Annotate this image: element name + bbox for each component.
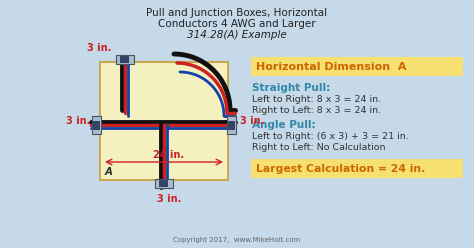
Text: Copyright 2017,  www.MikeHolt.com: Copyright 2017, www.MikeHolt.com [173, 237, 301, 243]
Text: 3 in.: 3 in. [240, 116, 264, 126]
Text: Left to Right: 8 x 3 = 24 in.: Left to Right: 8 x 3 = 24 in. [252, 95, 381, 104]
Bar [227, 116, 236, 134]
Bar [93, 121, 100, 129]
Text: Straight Pull:: Straight Pull: [252, 83, 330, 93]
Bar [116, 55, 134, 64]
Text: 314.28(A) Example: 314.28(A) Example [187, 30, 287, 40]
Text: A: A [105, 167, 113, 177]
Text: Left to Right: (6 x 3) + 3 = 21 in.: Left to Right: (6 x 3) + 3 = 21 in. [252, 132, 409, 141]
Bar [159, 180, 168, 187]
FancyBboxPatch shape [251, 57, 463, 76]
Text: 24 in.: 24 in. [154, 150, 184, 160]
Text: 3 in.: 3 in. [87, 43, 111, 53]
Bar [120, 56, 129, 63]
Text: Angle Pull:: Angle Pull: [252, 120, 316, 130]
Text: 3 in.: 3 in. [65, 116, 90, 126]
Text: Right to Left: 8 x 3 = 24 in.: Right to Left: 8 x 3 = 24 in. [252, 106, 381, 115]
Text: Right to Left: No Calculation: Right to Left: No Calculation [252, 143, 385, 152]
Text: Pull and Junction Boxes, Horizontal: Pull and Junction Boxes, Horizontal [146, 8, 328, 18]
Text: Conductors 4 AWG and Larger: Conductors 4 AWG and Larger [158, 19, 316, 29]
Bar [228, 121, 235, 129]
FancyBboxPatch shape [251, 159, 463, 178]
Text: 3 in.: 3 in. [157, 194, 181, 204]
Text: Horizontal Dimension  A: Horizontal Dimension A [256, 62, 407, 71]
Bar [92, 116, 101, 134]
Text: Largest Calculation = 24 in.: Largest Calculation = 24 in. [256, 163, 425, 174]
Bar [155, 179, 173, 188]
Bar [100, 62, 228, 180]
